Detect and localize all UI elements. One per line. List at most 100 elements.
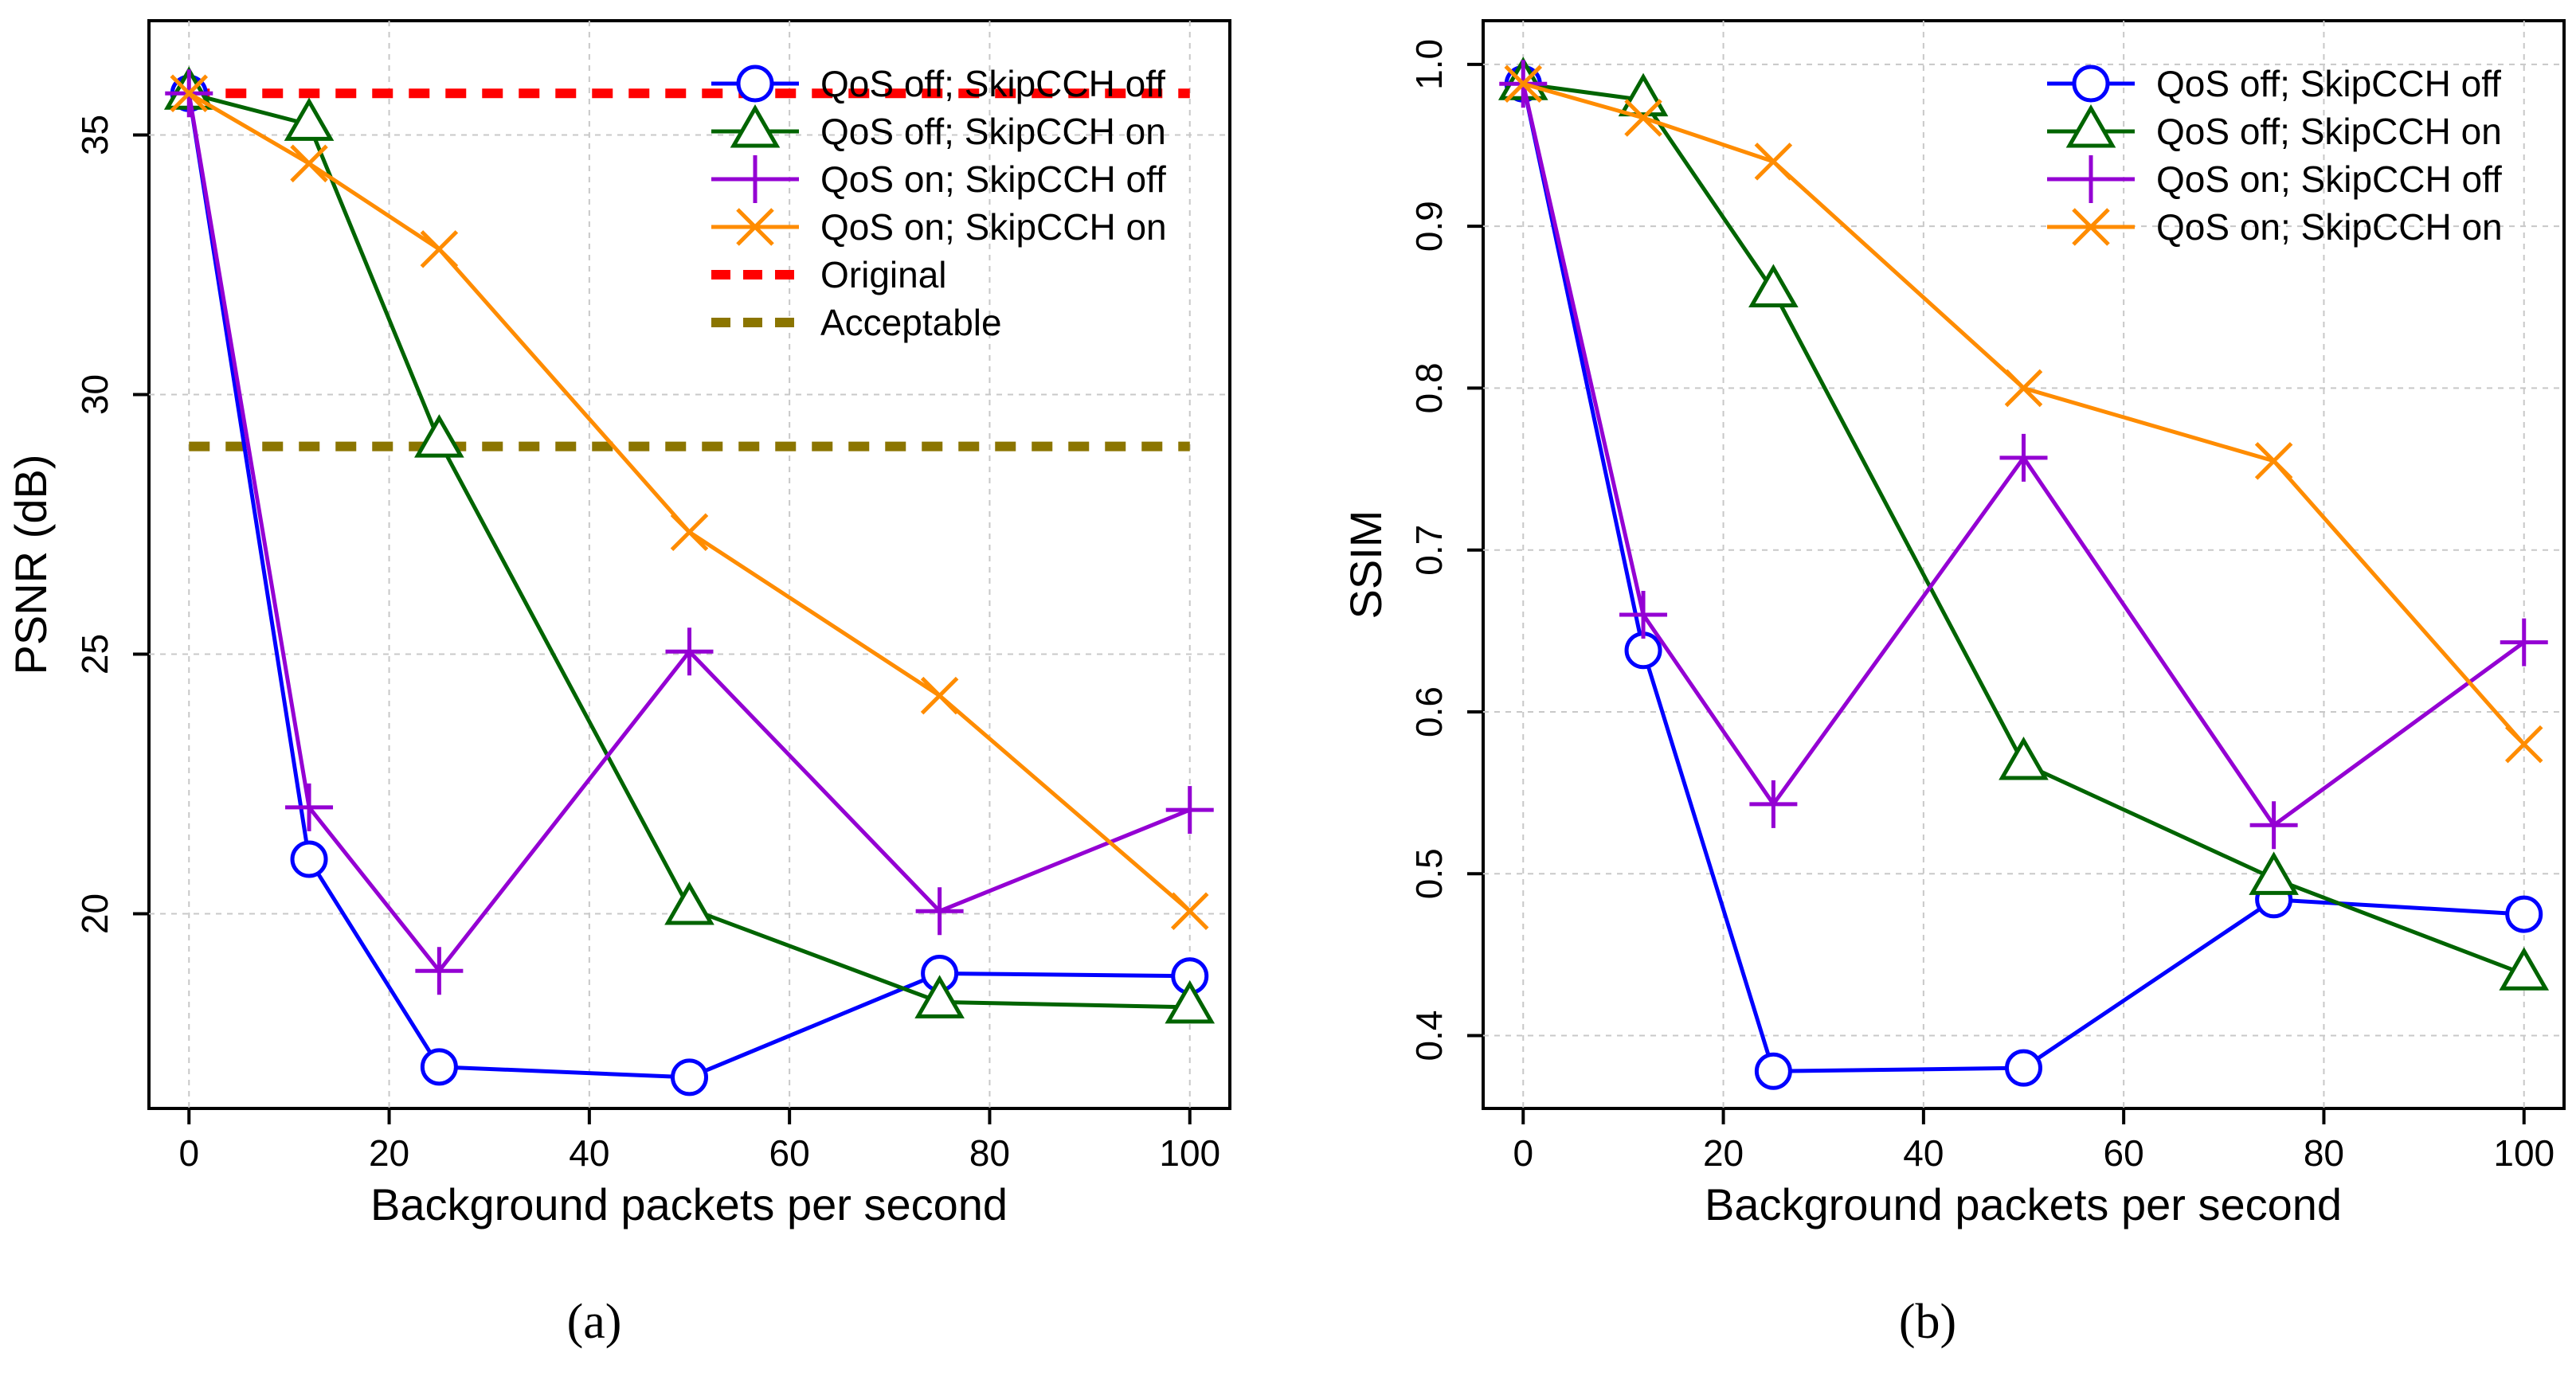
legend-item: Original — [711, 254, 947, 295]
legend-marker — [736, 64, 774, 103]
data-point — [670, 513, 709, 552]
series-line — [188, 91, 1190, 1010]
y-tick-label: 20 — [74, 893, 115, 934]
data-point — [915, 887, 964, 936]
data-point — [2005, 1049, 2042, 1087]
series-line — [1521, 83, 2524, 1073]
x-tick-label: 100 — [1159, 1132, 1220, 1174]
y-tick-label: 0.5 — [1408, 848, 1450, 899]
series-3 — [165, 69, 1214, 995]
y-tick-label: 1.0 — [1408, 39, 1450, 90]
x-tick-label: 40 — [569, 1132, 609, 1174]
legend-label: QoS on; SkipCCH off — [2156, 158, 2502, 200]
legend-marker — [736, 208, 774, 246]
legend-item: QoS off; SkipCCH on — [2047, 104, 2502, 152]
axes: 0 20 40 60 80 100 20 25 30 35 — [74, 115, 1220, 1174]
data-point — [1624, 631, 1662, 670]
y-tick-label: 35 — [74, 115, 115, 155]
legend-marker — [730, 104, 781, 148]
series-line — [186, 92, 1191, 973]
data-point — [415, 947, 464, 995]
x-tick-label: 20 — [1703, 1132, 1744, 1174]
x-tick-label: 100 — [2493, 1132, 2554, 1174]
data-point — [420, 230, 459, 268]
data-point — [1504, 64, 1543, 104]
series-2 — [1497, 57, 2550, 991]
data-point — [2249, 801, 2298, 850]
series-4 — [1504, 64, 2543, 764]
data-point — [414, 414, 464, 458]
data-point — [1748, 264, 1799, 307]
data-point — [170, 74, 209, 113]
data-point — [914, 975, 965, 1018]
panel-a-psnr-chart: 0 20 40 60 80 100 20 25 30 35 QoS off; SkipCCH of… — [6, 19, 1231, 1349]
x-tick-label: 20 — [369, 1132, 409, 1174]
data-point — [1170, 892, 1209, 930]
y-tick-label: 0.8 — [1408, 362, 1450, 413]
data-point — [671, 1058, 708, 1096]
legend-item: QoS off; SkipCCH on — [711, 104, 1166, 152]
series-4 — [170, 74, 1209, 930]
y-tick-label: 25 — [74, 634, 115, 674]
x-tick-label: 0 — [178, 1132, 199, 1174]
data-point — [1999, 433, 2048, 482]
x-tick-label: 60 — [769, 1132, 810, 1174]
data-point — [2500, 618, 2548, 666]
legend-item: Acceptable — [711, 302, 1002, 343]
series — [1497, 57, 2550, 1090]
plot-frame — [147, 19, 1231, 1110]
legend-label: QoS off; SkipCCH off — [2156, 63, 2501, 104]
data-point — [284, 97, 335, 141]
x-axis-label: Background packets per second — [370, 1179, 1008, 1229]
x-tick-label: 80 — [969, 1132, 1010, 1174]
legend-marker — [2072, 208, 2110, 246]
plot-frame — [1482, 19, 2566, 1110]
data-point — [665, 627, 714, 676]
panel-b-ssim-chart: 0 20 40 60 80 100 0.4 0.5 0.6 0.7 0.8 0.9 1.0 QoS of… — [1341, 19, 2566, 1349]
x-tick-label: 80 — [2304, 1132, 2344, 1174]
series-line — [1521, 83, 2526, 827]
data-point — [1165, 979, 1216, 1024]
legend-marker — [2065, 104, 2116, 148]
data-point — [664, 881, 714, 925]
data-point — [290, 144, 328, 183]
series — [163, 66, 1216, 1096]
legend-item: QoS on; SkipCCH off — [2047, 155, 2502, 203]
legend: QoS off; SkipCCH off QoS off; SkipCCH on Q… — [711, 63, 1167, 343]
reference-lines — [189, 88, 1190, 452]
data-point — [2254, 442, 2293, 480]
data-point — [285, 783, 334, 831]
x-tick-label: 0 — [1513, 1132, 1533, 1174]
legend-label: QoS on; SkipCCH on — [820, 206, 1167, 248]
legend-marker — [2067, 155, 2115, 203]
legend-marker — [2072, 64, 2110, 103]
y-tick-label: 0.6 — [1408, 686, 1450, 737]
legend: QoS off; SkipCCH off QoS off; SkipCCH on Q… — [2047, 63, 2503, 248]
data-point — [1754, 1052, 1792, 1090]
data-point — [2004, 369, 2043, 408]
data-point — [1999, 737, 2049, 780]
data-point — [1165, 786, 1214, 835]
axes: 0 20 40 60 80 100 0.4 0.5 0.6 0.7 0.8 0.9 1.0 — [1408, 39, 2554, 1174]
legend-label: Original — [820, 254, 947, 295]
legend-item: QoS off; SkipCCH off — [2047, 63, 2501, 104]
series-line — [1522, 81, 2525, 976]
y-tick-label: 0.7 — [1408, 525, 1450, 576]
data-point — [1619, 591, 1668, 639]
legend-item: QoS on; SkipCCH on — [711, 206, 1167, 248]
data-point — [420, 1048, 458, 1086]
series-line — [186, 92, 1190, 1080]
series-line — [1522, 81, 2526, 746]
x-tick-label: 60 — [2104, 1132, 2144, 1174]
data-point — [1618, 72, 1669, 117]
legend-item: QoS on; SkipCCH off — [711, 155, 1166, 203]
data-point — [2504, 725, 2543, 764]
panel-label: (a) — [567, 1295, 622, 1349]
legend-item: QoS off; SkipCCH off — [711, 63, 1165, 104]
x-axis-label: Background packets per second — [1705, 1179, 2342, 1229]
legend-label: QoS off; SkipCCH off — [820, 63, 1165, 104]
legend-label: QoS on; SkipCCH on — [2156, 206, 2503, 248]
data-point — [2505, 895, 2543, 933]
data-point — [2499, 947, 2550, 991]
